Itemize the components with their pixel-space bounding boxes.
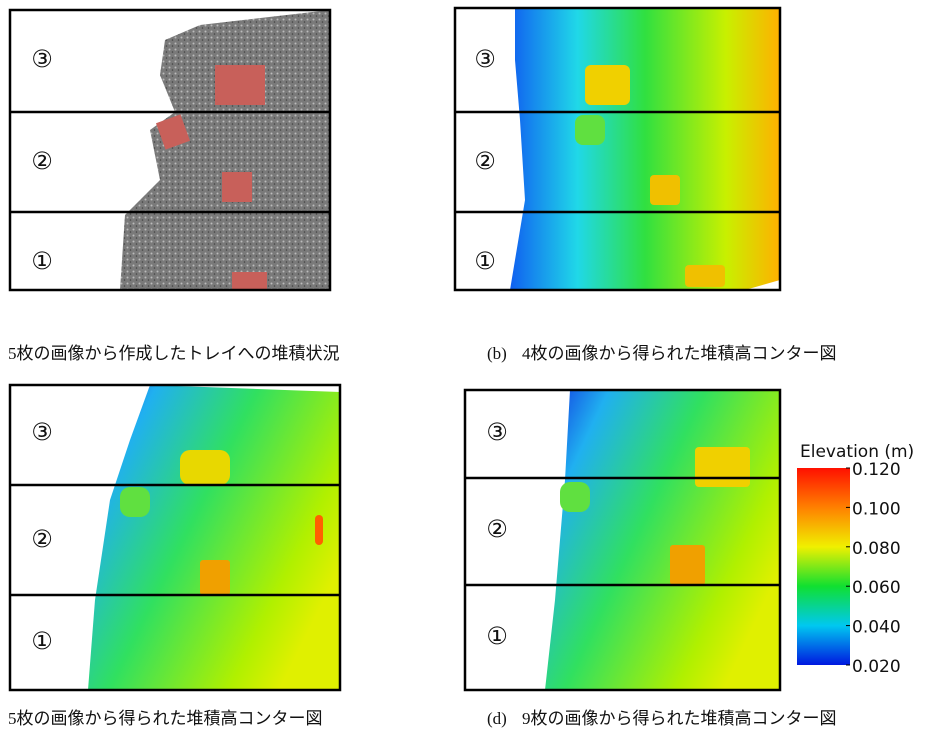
colorbar-tick-label: 0.040 (852, 618, 901, 638)
panel-label: (d) (487, 709, 507, 728)
zone-label: ③ (31, 418, 53, 446)
zone-label: ③ (486, 418, 508, 446)
colorbar-tick-label: 0.100 (852, 499, 901, 519)
colorbar-tick-label: 0.080 (852, 539, 901, 559)
caption: 5枚の画像から得られた堆積高コンター図 (8, 709, 323, 728)
zone-label: ① (486, 622, 508, 650)
colorbar (797, 468, 850, 665)
zone-label: ① (31, 627, 53, 655)
colorbar-tick-label: 0.020 (852, 657, 901, 677)
zone-label: ② (31, 525, 53, 553)
zone-label: ② (474, 147, 496, 175)
caption: 9枚の画像から得られた堆積高コンター図 (522, 709, 837, 728)
panel-c: ③ ② ① 5枚の画像から得られた堆積高コンター図 (8, 385, 340, 728)
panel-d: ③ ② ① (d) 9枚の画像から得られた堆積高コンター図 (465, 390, 837, 728)
colorbar-title: Elevation (m) (800, 442, 914, 462)
caption: 5枚の画像から作成したトレイへの堆積状況 (8, 344, 340, 363)
zone-label: ② (486, 515, 508, 543)
colorbar-tick-label: 0.060 (852, 578, 901, 598)
zone-label: ② (31, 147, 53, 175)
zone-label: ③ (31, 45, 53, 73)
panel-b: ③ ② ① (b) 4枚の画像から得られた堆積高コンター図 (455, 8, 837, 363)
panel-label: (b) (487, 344, 507, 363)
colorbar-tick-label: 0.120 (852, 460, 901, 480)
zone-label: ③ (474, 45, 496, 73)
panel-a: ③ ② ① 5枚の画像から作成したトレイへの堆積状況 (8, 10, 340, 363)
figure: ③ ② ① 5枚の画像から作成したトレイへの堆積状況 ③ ② ① (b) 4枚の… (0, 0, 950, 736)
caption: 4枚の画像から得られた堆積高コンター図 (522, 344, 837, 363)
zone-label: ① (474, 247, 496, 275)
zone-label: ① (31, 247, 53, 275)
